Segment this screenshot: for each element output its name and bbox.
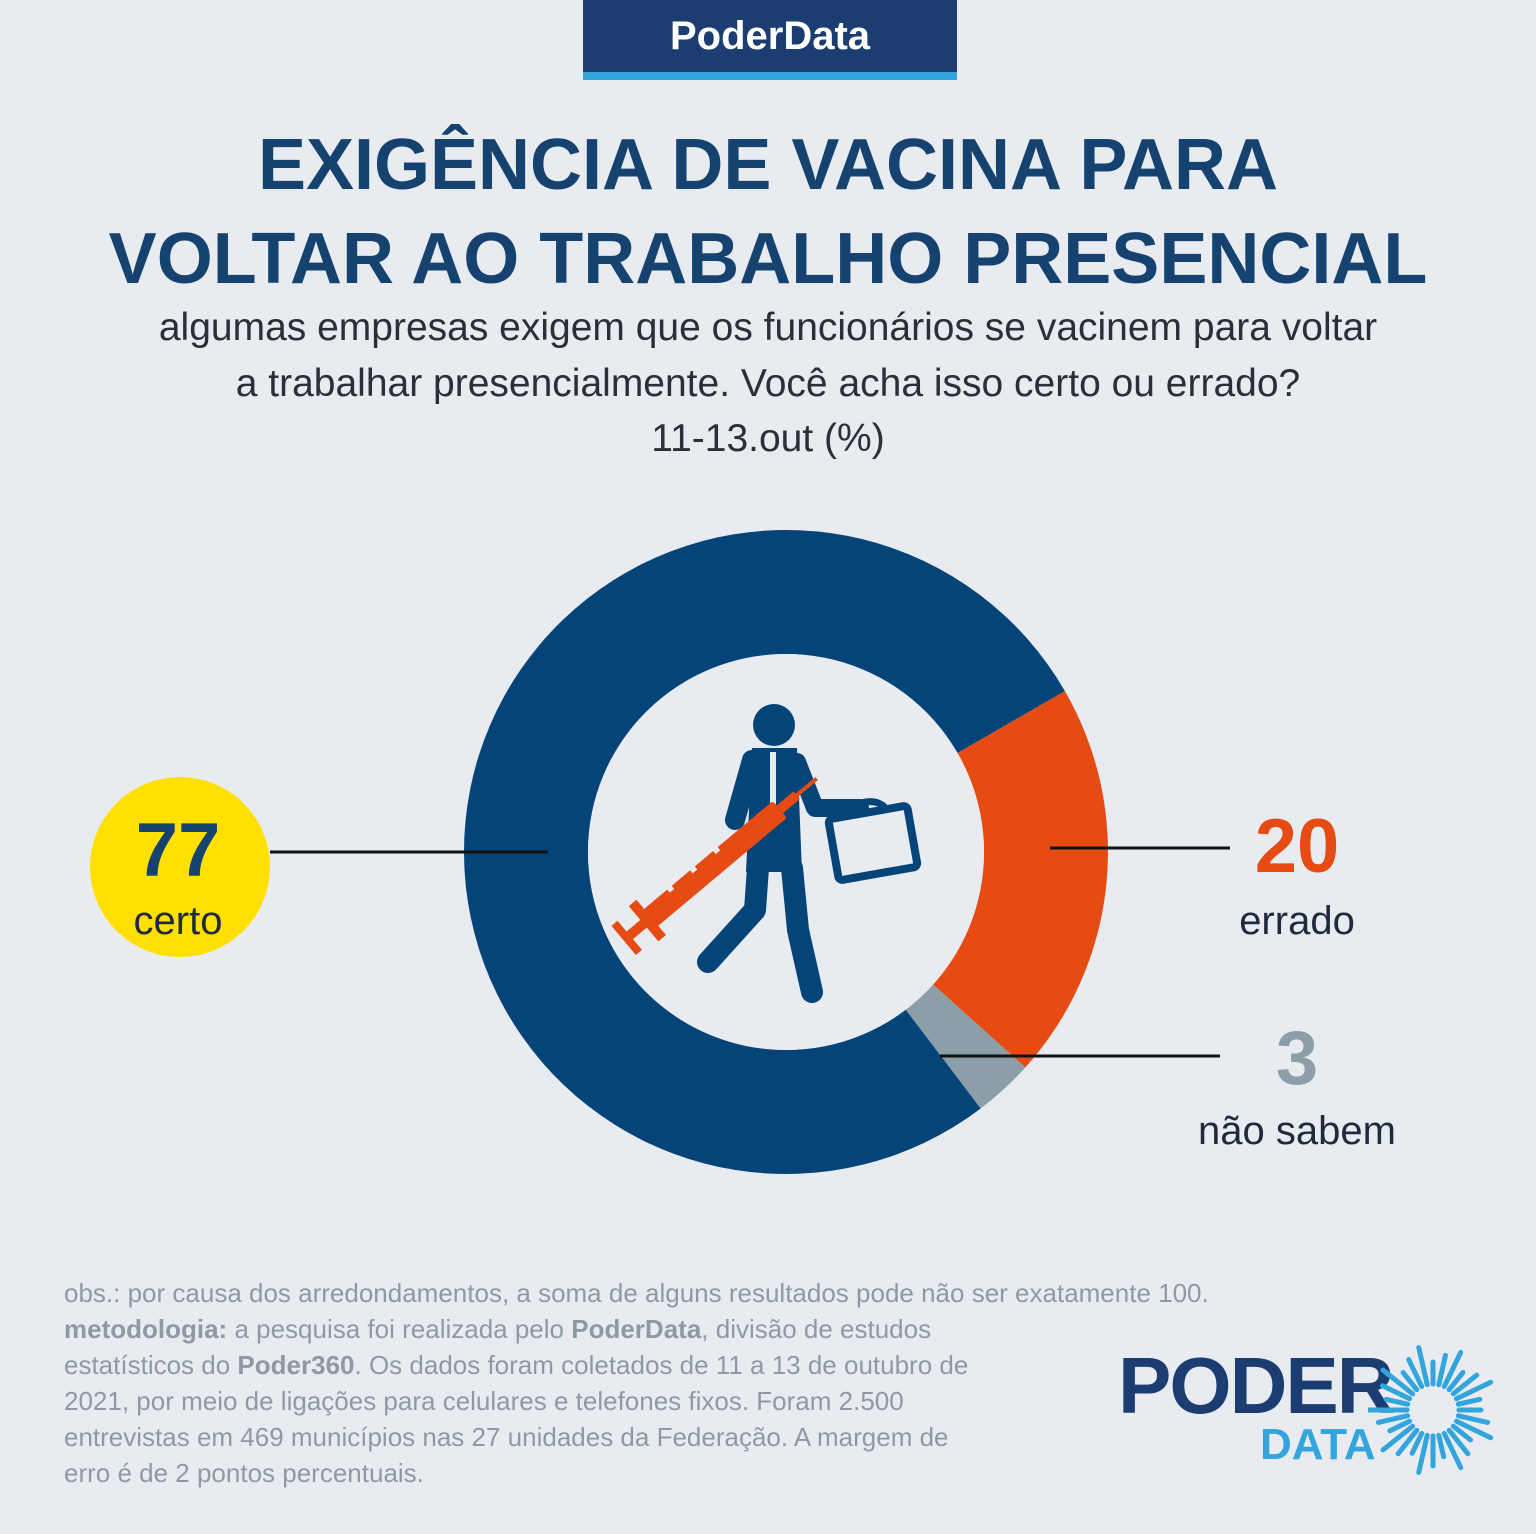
sunburst-ray (1406, 1357, 1425, 1390)
category-label-errado: errado (1239, 899, 1355, 943)
value-label-errado: 20 (1255, 804, 1340, 889)
footer-text: , divisão de estudos (701, 1314, 932, 1344)
footer-line-5: entrevistas em 469 municípios nas 27 uni… (64, 1422, 949, 1452)
value-label-nao-sabem: 3 (1276, 1016, 1318, 1101)
sunburst-ray (1375, 1413, 1411, 1425)
value-label-certo: 77 (136, 808, 221, 893)
question-line-1: algumas empresas exigem que os funcionár… (158, 306, 1378, 349)
title-line-1: EXIGÊNCIA DE VACINA PARA (257, 125, 1279, 205)
footer-line-3: estatísticos do Poder360. Os dados foram… (64, 1347, 1364, 1383)
sunburst-ray (1395, 1427, 1420, 1457)
briefcase-icon (824, 798, 922, 884)
page-title: EXIGÊNCIA DE VACINA PARA VOLTAR AO TRABA… (0, 118, 1536, 306)
poderdata-logo: PODER DATA (1118, 1340, 1498, 1500)
sunburst-ray (1446, 1427, 1471, 1457)
category-label-certo: certo (134, 899, 223, 943)
footer-text: estatísticos do (64, 1350, 238, 1380)
sunburst-ray (1453, 1418, 1494, 1441)
question-line-2: a trabalhar presencialmente. Você acha i… (235, 362, 1301, 405)
logo-poder-text: PODER (1118, 1341, 1394, 1430)
sunburst-ray (1441, 1349, 1464, 1390)
footer-obs: obs.: por causa dos arredondamentos, a s… (64, 1278, 1209, 1308)
sunburst-ray (1416, 1345, 1430, 1388)
footer-line-2: metodologia: a pesquisa foi realizada pe… (64, 1311, 1364, 1347)
sunburst-ray (1416, 1432, 1430, 1475)
sunburst-ray (1380, 1383, 1413, 1402)
sunburst-ray (1446, 1369, 1466, 1393)
question-text: algumas empresas exigem que os funcionár… (0, 300, 1536, 412)
sunburst-ray (1409, 1430, 1425, 1456)
footer-text: . Os dados foram coletados de 11 a 13 de… (354, 1350, 969, 1380)
footer-bold: Poder360 (237, 1350, 355, 1380)
sunburst-ray (1436, 1432, 1447, 1460)
slice-nao-sabem (905, 984, 1026, 1109)
sunburst-ray (1387, 1418, 1413, 1434)
sunburst-ray (1436, 1352, 1448, 1388)
sunburst-ray (1455, 1396, 1483, 1407)
footer-line-6: erro é de 2 pontos percentuais. (64, 1458, 424, 1488)
slice-errado (933, 691, 1108, 1068)
sunburst-ray (1380, 1423, 1416, 1453)
survey-date: 11-13.out (%) (651, 417, 885, 460)
sunburst-ray (1450, 1372, 1480, 1397)
sunburst-ray (1453, 1379, 1494, 1402)
sunburst-ray (1380, 1367, 1416, 1397)
sunburst-ray (1455, 1413, 1491, 1425)
category-label-nao-sabem: não sabem (1198, 1109, 1396, 1153)
footer-notes: obs.: por causa dos arredondamentos, a s… (64, 1275, 1364, 1491)
brand-tab: PoderData (583, 0, 957, 80)
footer-line-4: 2021, por meio de ligações para celulare… (64, 1386, 904, 1416)
sunburst-ray (1400, 1369, 1420, 1393)
footer-text: a pesquisa foi realizada pelo (227, 1314, 572, 1344)
slice-certo (464, 529, 1065, 1174)
sunburst-ray (1450, 1423, 1474, 1443)
title-line-2: VOLTAR AO TRABALHO PRESENCIAL (108, 219, 1428, 299)
certo-highlight-circle (90, 777, 270, 957)
sunburst-ray (1383, 1396, 1411, 1407)
sunburst-logo-icon (1368, 1345, 1494, 1475)
footer-bold: PoderData (571, 1314, 702, 1344)
logo-data-text: DATA (1260, 1420, 1376, 1469)
syringe-icon (611, 776, 818, 956)
brand-label: PoderData (669, 13, 871, 58)
sunburst-ray (1441, 1430, 1464, 1471)
methodology-label: metodologia: (64, 1314, 228, 1344)
